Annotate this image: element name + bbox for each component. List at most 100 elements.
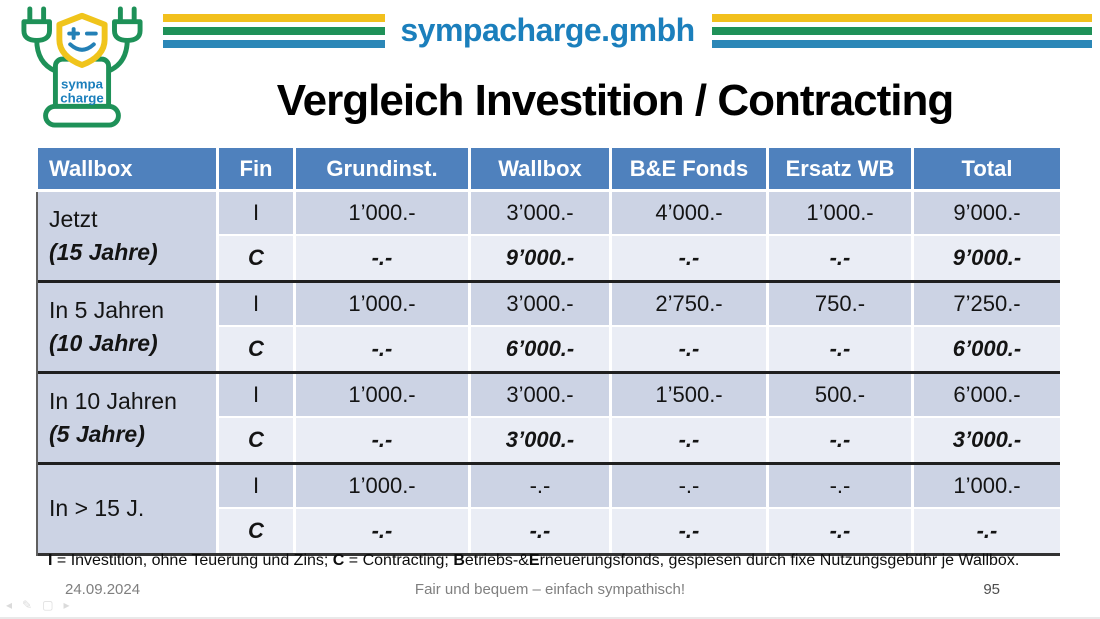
table-cell: -.- [612, 465, 769, 509]
footnote-segment: rneuerungsfonds, gespiesen durch fixe Nu… [539, 552, 1020, 569]
column-header: Ersatz WB [769, 148, 914, 192]
column-header: Grundinst. [296, 148, 471, 192]
stripe-green [163, 27, 385, 35]
fin-cell: I [219, 465, 296, 509]
table-cell: -.- [471, 509, 612, 553]
top-banner: sympa charge sympacharge.gmbh [0, 0, 1100, 140]
slide-date: 24.09.2024 [65, 581, 141, 598]
table-row-group: Jetzt (15 Jahre) I 1’000.- 3’000.- 4’000.- 1’0… [38, 192, 1060, 280]
footnote-segment: B [453, 552, 465, 569]
row-label-text: In 5 Jahren [49, 296, 165, 323]
table-cell: 3’000.- [471, 283, 612, 327]
table-cell: 750.- [769, 283, 914, 327]
slide-title: Vergleich Investition / Contracting [276, 76, 954, 125]
presenter-toolbar: ◂ ✎ ▢ ▸ [6, 598, 69, 612]
back-arrow-icon[interactable]: ◂ [6, 598, 13, 612]
table-row-group: In 5 Jahren (10 Jahre) I 1’000.- 3’000.- 2’75… [38, 280, 1060, 371]
table-cell: -.- [612, 509, 769, 553]
row-label: In 5 Jahren (10 Jahre) [38, 283, 219, 371]
table-header-row: Wallbox Fin Grundinst. Wallbox B&E Fonds Ersa… [38, 148, 1060, 192]
fin-cell: C [219, 327, 296, 371]
column-header: Wallbox [471, 148, 612, 192]
footnote-segment: etriebs-& [464, 552, 529, 569]
pen-icon[interactable]: ✎ [22, 598, 33, 612]
plug-icon [21, 6, 52, 43]
table-cell: -.- [612, 418, 769, 462]
row-sublabel-text: (10 Jahre) [49, 330, 158, 356]
comparison-table: Wallbox Fin Grundinst. Wallbox B&E Fonds Ersa… [38, 148, 1060, 556]
table-cell: -.- [769, 236, 914, 280]
footnote-segment: C [332, 552, 345, 569]
table-cell: -.- [769, 509, 914, 553]
table-cell: 9’000.- [471, 236, 612, 280]
table-cell: -.- [914, 509, 1060, 553]
table-cell: -.- [612, 327, 769, 371]
table-cell: 6’000.- [914, 327, 1060, 371]
brand-name: sympacharge.gmbh [400, 12, 695, 48]
row-sublabel-text: (5 Jahre) [49, 421, 145, 447]
table-cell: -.- [769, 327, 914, 371]
brand-stripes-left-icon [163, 14, 385, 53]
stripe-blue [163, 40, 385, 48]
mascot-wallbox-icon: sympa charge [21, 6, 143, 128]
table-cell: -.- [296, 509, 471, 553]
table-cell: 6’000.- [914, 374, 1060, 418]
row-label: Jetzt (15 Jahre) [38, 192, 219, 280]
row-label-text: In 10 Jahren [49, 387, 177, 414]
sympacharge-logo-icon: sympa charge [8, 4, 156, 130]
forward-arrow-icon[interactable]: ▸ [63, 598, 70, 612]
row-sublabel-text: (15 Jahre) [49, 239, 158, 265]
table-cell: 3’000.- [471, 374, 612, 418]
row-label-text: Jetzt [49, 205, 98, 232]
table-cell: -.- [296, 236, 471, 280]
table-cell: 1’000.- [296, 374, 471, 418]
fin-cell: I [219, 283, 296, 327]
table-cell: -.- [769, 465, 914, 509]
fin-cell: C [219, 236, 296, 280]
right-arm [106, 36, 130, 74]
table-cell: 9’000.- [914, 192, 1060, 236]
plug-icon [112, 6, 143, 43]
stripe-blue [712, 40, 1092, 48]
footnote-segment: I [48, 552, 53, 569]
table-cell: 1’500.- [612, 374, 769, 418]
shield-face-icon [56, 12, 108, 68]
table-cell: 1’000.- [296, 283, 471, 327]
table-cell: 3’000.- [471, 418, 612, 462]
table-body: Jetzt (15 Jahre) I 1’000.- 3’000.- 4’000.- 1’0… [38, 192, 1060, 556]
stripe-yellow [712, 14, 1092, 22]
left-arm [34, 36, 58, 74]
column-header: Total [914, 148, 1060, 192]
column-header: Wallbox [38, 148, 219, 192]
window-bottom-edge [0, 617, 1100, 619]
frame-icon[interactable]: ▢ [42, 598, 54, 612]
column-header: B&E Fonds [612, 148, 769, 192]
footnote-segment: = Contracting; [344, 552, 454, 569]
row-label: In > 15 J. [38, 465, 219, 553]
table-cell: 9’000.- [914, 236, 1060, 280]
column-header: Fin [219, 148, 296, 192]
table-cell: 1’000.- [296, 192, 471, 236]
fin-cell: I [219, 192, 296, 236]
table-row-group: In > 15 J. I 1’000.- -.- -.- -.- 1’000.- C -.- -.… [38, 462, 1060, 553]
table-cell: 3’000.- [471, 192, 612, 236]
fin-cell: C [219, 509, 296, 553]
table-cell: 6’000.- [471, 327, 612, 371]
table-cell: -.- [612, 236, 769, 280]
table-cell: -.- [769, 418, 914, 462]
table-cell: 2’750.- [612, 283, 769, 327]
table-cell: -.- [471, 465, 612, 509]
footnote-segment: = Investition, ohne Teuerung und Zins; [52, 552, 333, 569]
wallbox-base [43, 103, 121, 128]
fin-cell: C [219, 418, 296, 462]
brand-stripes-right-icon [712, 14, 1092, 53]
row-label-text: In > 15 J. [49, 495, 145, 522]
table-cell: 1’000.- [769, 192, 914, 236]
table-cell: 1’000.- [914, 465, 1060, 509]
logo-text-line2: charge [60, 90, 104, 105]
table-cell: 4’000.- [612, 192, 769, 236]
page-number: 95 [983, 581, 1000, 598]
table-cell: 7’250.- [914, 283, 1060, 327]
table-row-group: In 10 Jahren (5 Jahre) I 1’000.- 3’000.- 1’50… [38, 371, 1060, 462]
